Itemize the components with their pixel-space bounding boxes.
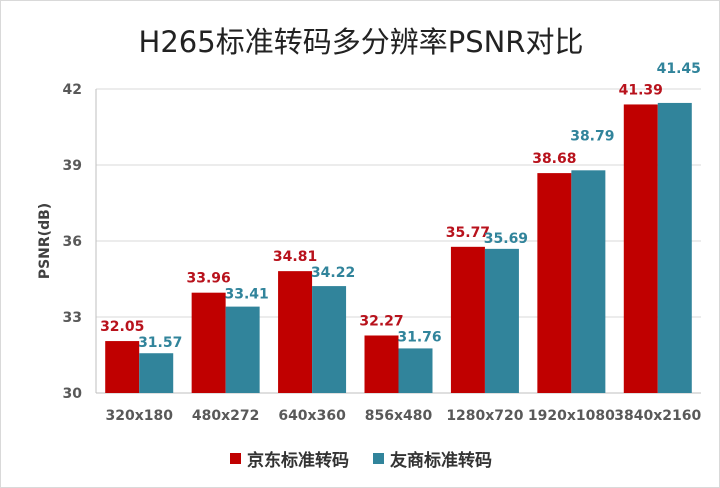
bar-jd	[191, 292, 226, 393]
data-label-competitor: 34.22	[311, 265, 355, 281]
data-label-competitor: 38.79	[570, 128, 614, 144]
y-tick-label: 33	[63, 310, 82, 326]
data-label-jd: 34.81	[273, 249, 317, 265]
x-tick-label: 856x480	[365, 408, 433, 424]
legend-item-jd: 京东标准转码	[230, 446, 349, 471]
data-label-competitor: 31.76	[397, 329, 441, 345]
bar-competitor	[139, 353, 174, 393]
data-label-jd: 41.39	[619, 82, 663, 98]
y-tick-label: 30	[63, 386, 83, 402]
bar-jd	[450, 246, 485, 393]
x-tick-label: 3840x2160	[614, 408, 701, 424]
bar-competitor	[571, 170, 606, 393]
data-label-competitor: 41.45	[657, 61, 701, 77]
legend-label-competitor: 友商标准转码	[390, 451, 492, 471]
legend: 京东标准转码 友商标准转码	[1, 446, 720, 471]
bar-competitor	[657, 102, 692, 393]
bar-jd	[537, 173, 572, 393]
data-label-jd: 35.77	[446, 225, 490, 241]
bar-competitor	[312, 286, 347, 393]
bar-competitor	[225, 306, 260, 393]
data-label-competitor: 33.41	[224, 287, 268, 303]
bar-jd	[623, 104, 658, 393]
data-label-competitor: 31.57	[138, 335, 182, 351]
bar-competitor	[398, 348, 433, 393]
legend-item-competitor: 友商标准转码	[373, 446, 492, 471]
bar-chart: 30 33 36 39 42 PSNR(dB) 320x180 480x272 640x360 8…	[37, 61, 702, 424]
y-tick-label: 39	[63, 158, 82, 174]
x-tick-label: 1280x720	[446, 408, 523, 424]
legend-swatch-competitor	[373, 453, 384, 464]
data-label-competitor: 35.69	[484, 231, 528, 247]
bar-jd	[278, 271, 313, 393]
data-label-jd: 32.27	[359, 313, 403, 329]
y-tick-label: 36	[63, 234, 82, 250]
x-tick-label: 1920x1080	[528, 408, 615, 424]
legend-swatch-jd	[230, 453, 241, 464]
data-label-jd: 32.05	[100, 319, 144, 335]
y-axis-label: PSNR(dB)	[37, 203, 53, 279]
y-tick-label: 42	[63, 82, 82, 98]
legend-label-jd: 京东标准转码	[247, 451, 349, 471]
data-label-jd: 38.68	[532, 151, 576, 167]
bar-jd	[105, 341, 140, 393]
x-tick-label: 640x360	[278, 408, 346, 424]
bar-jd	[364, 335, 399, 393]
chart-title: H265标准转码多分辨率PSNR对比	[138, 25, 584, 59]
bar-competitor	[484, 248, 519, 393]
data-label-jd: 33.96	[186, 271, 230, 287]
x-tick-label: 480x272	[192, 408, 259, 424]
x-tick-label: 320x180	[105, 408, 173, 424]
